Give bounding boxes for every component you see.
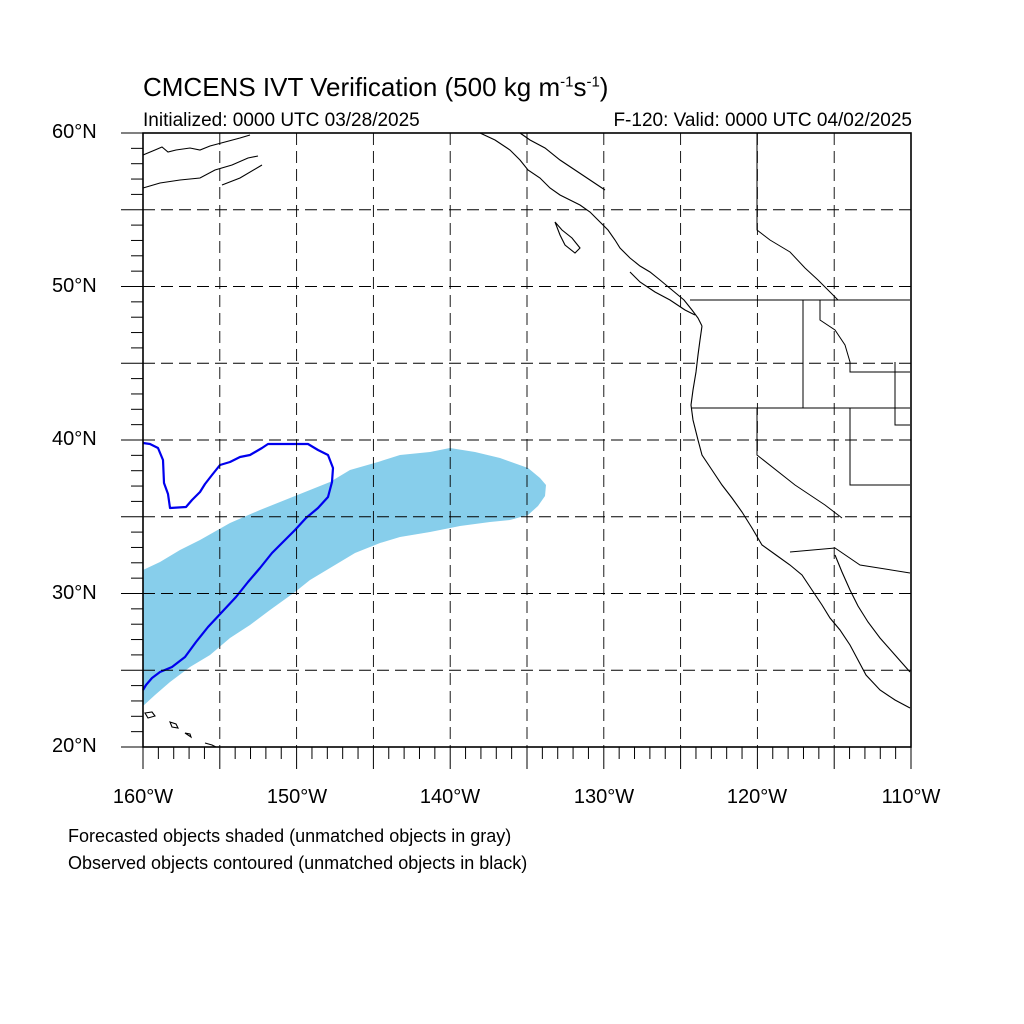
lon-label-120w: 120°W — [726, 786, 788, 808]
observed-object-contour — [142, 441, 335, 691]
lat-label-50n: 50°N — [52, 275, 97, 297]
map-frame — [142, 132, 912, 748]
lat-label-30n: 30°N — [52, 582, 97, 604]
lat-label-40n: 40°N — [52, 428, 97, 450]
lat-label-60n: 60°N — [52, 121, 97, 143]
valid-time-label: F-120: Valid: 0000 UTC 04/02/2025 — [613, 110, 912, 131]
lon-label-140w: 140°W — [419, 786, 481, 808]
lon-label-150w: 150°W — [266, 786, 328, 808]
axis-ticks — [121, 132, 912, 769]
lat-label-20n: 20°N — [52, 735, 97, 757]
legend-note-forecast: Forecasted objects shaded (unmatched obj… — [68, 826, 512, 846]
lon-label-160w: 160°W — [112, 786, 174, 808]
lat-lon-grid — [143, 133, 911, 747]
lon-label-110w: 110°W — [881, 786, 941, 808]
lon-label-130w: 130°W — [573, 786, 635, 808]
map-title: CMCENS IVT Verification (500 kg m-1s-1) — [143, 72, 609, 102]
init-time-label: Initialized: 0000 UTC 03/28/2025 — [143, 110, 420, 131]
political-boundaries — [690, 133, 911, 574]
forecast-object — [143, 448, 546, 706]
legend-note-observed: Observed objects contoured (unmatched ob… — [68, 853, 528, 873]
